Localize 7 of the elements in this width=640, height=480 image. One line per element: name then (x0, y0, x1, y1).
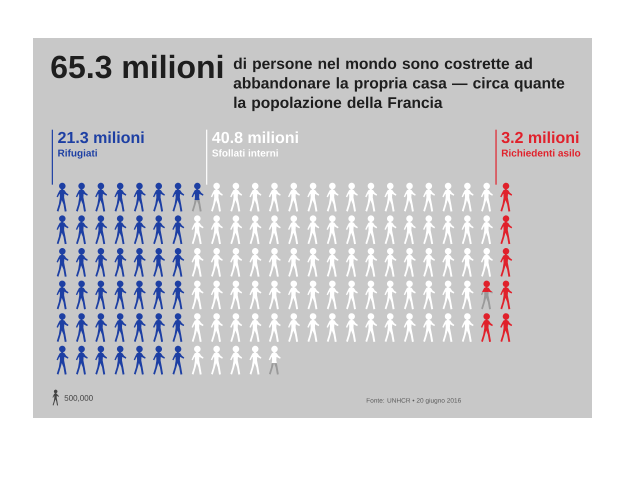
category-label: Rifugiati (58, 149, 97, 159)
legend-title: 500,000 (64, 395, 93, 402)
text: di persone nel mondo sono costrette ad abbandonare la propria casa — circa quante la popolazione della Francia (234, 58, 564, 112)
text: 65.3 milioni (51, 54, 222, 78)
category-label: Richiedenti asilo (502, 149, 580, 157)
data-label: 3.2 milioni (502, 131, 578, 144)
data-label: 21.3 milioni (58, 131, 144, 144)
